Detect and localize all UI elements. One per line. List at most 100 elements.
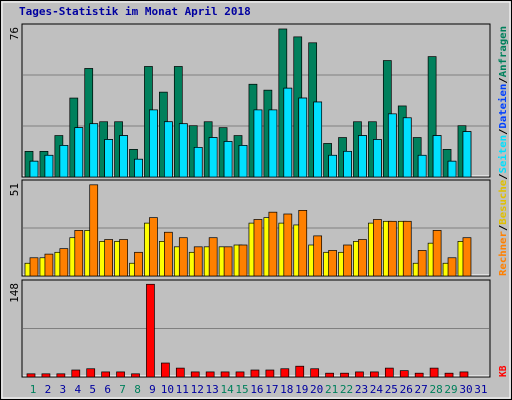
- bar: [59, 145, 69, 178]
- bar: [149, 109, 158, 178]
- legend: Rechner/Besuche/Seiten/Dateien/Anfragen: [498, 26, 509, 276]
- bar: [268, 109, 278, 178]
- bar: [220, 371, 230, 378]
- legend-separator: /: [498, 173, 509, 180]
- bar: [190, 371, 200, 378]
- y-tick-label: 148: [8, 283, 21, 303]
- bar: [44, 253, 54, 277]
- legend-entry: Besuche: [498, 180, 509, 225]
- bar: [208, 137, 218, 178]
- x-tick-label: 24: [370, 383, 384, 396]
- bar: [447, 257, 457, 277]
- bar: [328, 154, 337, 178]
- bar: [104, 239, 114, 277]
- x-tick-label: 12: [191, 383, 204, 396]
- bar: [101, 371, 111, 378]
- bar: [295, 365, 305, 378]
- bar: [116, 371, 125, 378]
- bar: [41, 373, 51, 378]
- bar: [149, 217, 158, 277]
- bar: [238, 145, 248, 178]
- bar: [325, 372, 334, 378]
- bar: [444, 372, 454, 378]
- bar: [462, 237, 472, 277]
- bar: [178, 123, 188, 178]
- bar: [447, 160, 457, 178]
- bar: [358, 135, 367, 178]
- legend-entry: Rechner: [498, 231, 509, 276]
- x-tick-label: 5: [89, 383, 96, 396]
- x-tick-label: 10: [161, 383, 174, 396]
- bar: [71, 369, 81, 378]
- bar: [29, 257, 39, 277]
- legend-separator: /: [498, 77, 509, 84]
- x-tick-label: 18: [280, 383, 293, 396]
- bar: [238, 244, 248, 277]
- bar: [268, 211, 278, 277]
- bar: [235, 371, 245, 378]
- x-tick-label: 27: [415, 383, 428, 396]
- x-tick-label: 9: [149, 383, 156, 396]
- bar: [253, 219, 263, 277]
- bar: [193, 147, 203, 178]
- x-tick-label: 28: [429, 383, 442, 396]
- legend-separator: /: [498, 128, 509, 135]
- bar: [84, 68, 94, 178]
- x-tick-label: 15: [235, 383, 248, 396]
- bar: [131, 373, 140, 378]
- bar: [462, 131, 472, 178]
- bar: [223, 141, 233, 178]
- x-tick-label: 17: [265, 383, 278, 396]
- x-tick-label: 30: [459, 383, 472, 396]
- x-tick-label: 6: [104, 383, 111, 396]
- bar: [250, 369, 260, 378]
- y-tick-label: 76: [8, 27, 21, 40]
- bar: [402, 220, 412, 277]
- bar: [358, 239, 367, 277]
- bar: [373, 139, 382, 178]
- bar: [310, 368, 320, 378]
- x-tick-label: 2: [45, 383, 52, 396]
- x-tick-label: 1: [30, 383, 37, 396]
- x-tick-label: 4: [74, 383, 81, 396]
- x-tick-label: 31: [474, 383, 487, 396]
- x-tick-label: 11: [176, 383, 189, 396]
- bar: [89, 184, 99, 277]
- bar: [119, 135, 128, 178]
- x-tick-label: 21: [325, 383, 338, 396]
- bar: [146, 283, 155, 378]
- x-tick-label: 20: [310, 383, 323, 396]
- bar: [134, 251, 143, 277]
- bar: [340, 372, 349, 378]
- chart-title: Tages-Statistik im Monat April 2018: [19, 5, 251, 18]
- bar: [283, 87, 293, 178]
- bar: [417, 154, 427, 178]
- x-tick-label: 7: [119, 383, 126, 396]
- bar: [343, 150, 352, 178]
- bar: [119, 239, 128, 277]
- bar: [74, 127, 84, 178]
- bar: [86, 368, 96, 378]
- bar: [161, 362, 170, 378]
- legend-entry: Dateien: [498, 84, 509, 129]
- bar: [370, 371, 379, 378]
- x-tick-label: 26: [400, 383, 413, 396]
- bar: [280, 368, 290, 378]
- bar: [459, 371, 469, 378]
- legend-entry: Anfragen: [498, 26, 509, 77]
- bar: [414, 372, 424, 378]
- x-tick-label: 19: [295, 383, 308, 396]
- bar: [74, 230, 84, 277]
- bar: [175, 367, 185, 378]
- x-tick-label: 16: [250, 383, 263, 396]
- bar: [253, 109, 263, 178]
- legend: KB: [498, 365, 509, 377]
- bar: [313, 235, 323, 277]
- bar: [432, 135, 442, 178]
- legend-entry: KB: [498, 365, 509, 377]
- bar: [59, 248, 69, 277]
- bar: [298, 97, 308, 178]
- bar: [26, 373, 36, 378]
